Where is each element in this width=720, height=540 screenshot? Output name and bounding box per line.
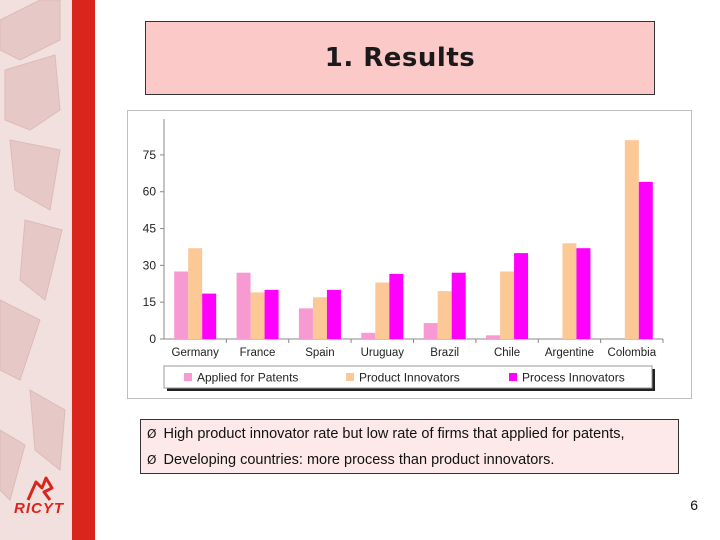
bullet-item: Ø Developing countries: more process tha… [147, 452, 554, 468]
bar [326, 289, 341, 339]
ricyt-logo-mark-icon [26, 476, 54, 501]
bar [576, 248, 591, 339]
x-tick-label: Germany [172, 347, 220, 359]
x-tick-label: Brazil [430, 347, 459, 359]
bar [298, 308, 313, 339]
legend-label: Process Innovators [522, 371, 625, 385]
bar-chart: 0 15 30 45 60 75 Germany France Spain Uruguay Braz… [143, 119, 664, 391]
bar [375, 282, 390, 339]
legend-swatch [509, 373, 517, 381]
title-box: 1. Results [145, 21, 655, 95]
bullet-arrow-icon: Ø [147, 427, 157, 441]
bar [264, 289, 279, 339]
legend-swatch [184, 373, 192, 381]
bar [423, 323, 438, 339]
slide-title: 1. Results [324, 43, 476, 73]
red-strip [72, 0, 95, 540]
y-tick-label: 75 [143, 148, 157, 162]
chart-frame: 0 15 30 45 60 75 Germany France Spain Uruguay Braz… [127, 110, 692, 399]
legend-box [163, 365, 653, 389]
x-tick-label: Uruguay [361, 347, 405, 359]
bar [638, 181, 653, 339]
x-tick-label: Colombia [608, 347, 657, 359]
bar [361, 332, 376, 339]
bar [236, 272, 251, 339]
logo-text: RICYT [14, 500, 64, 517]
y-tick-label: 45 [143, 222, 157, 236]
x-tick-label: France [240, 347, 276, 359]
bar [514, 253, 529, 339]
bullet-text: Developing countries: more process than … [163, 452, 555, 468]
x-tick-label: Argentine [545, 347, 594, 359]
bar [312, 297, 327, 339]
legend-label: Product Innovators [359, 371, 460, 385]
bar [451, 272, 466, 339]
x-tick-label: Spain [305, 347, 334, 359]
bar [202, 293, 217, 339]
bullet-item: Ø High product innovator rate but low ra… [147, 426, 625, 442]
bullet-arrow-icon: Ø [147, 453, 157, 467]
decorative-pattern [0, 0, 66, 501]
y-tick-label: 15 [143, 295, 157, 309]
y-tick-label: 30 [143, 258, 157, 272]
page-number: 6 [690, 497, 698, 513]
legend-swatch [346, 373, 354, 381]
ricyt-logo: RICYT [6, 474, 72, 522]
bullet-text: High product innovator rate but low rate… [163, 426, 625, 442]
bar [624, 140, 639, 339]
bar [174, 271, 189, 339]
bar [188, 248, 203, 339]
bar [486, 335, 501, 339]
bar [562, 243, 577, 339]
bar [250, 292, 265, 339]
bullets-box: Ø High product innovator rate but low ra… [140, 419, 679, 474]
y-tick-label: 60 [143, 185, 157, 199]
bar [500, 271, 515, 339]
legend-label: Applied for Patents [197, 371, 298, 385]
x-tick-label: Chile [494, 347, 520, 359]
bar [437, 291, 452, 339]
y-tick-label: 0 [149, 332, 156, 346]
bar [389, 273, 404, 339]
